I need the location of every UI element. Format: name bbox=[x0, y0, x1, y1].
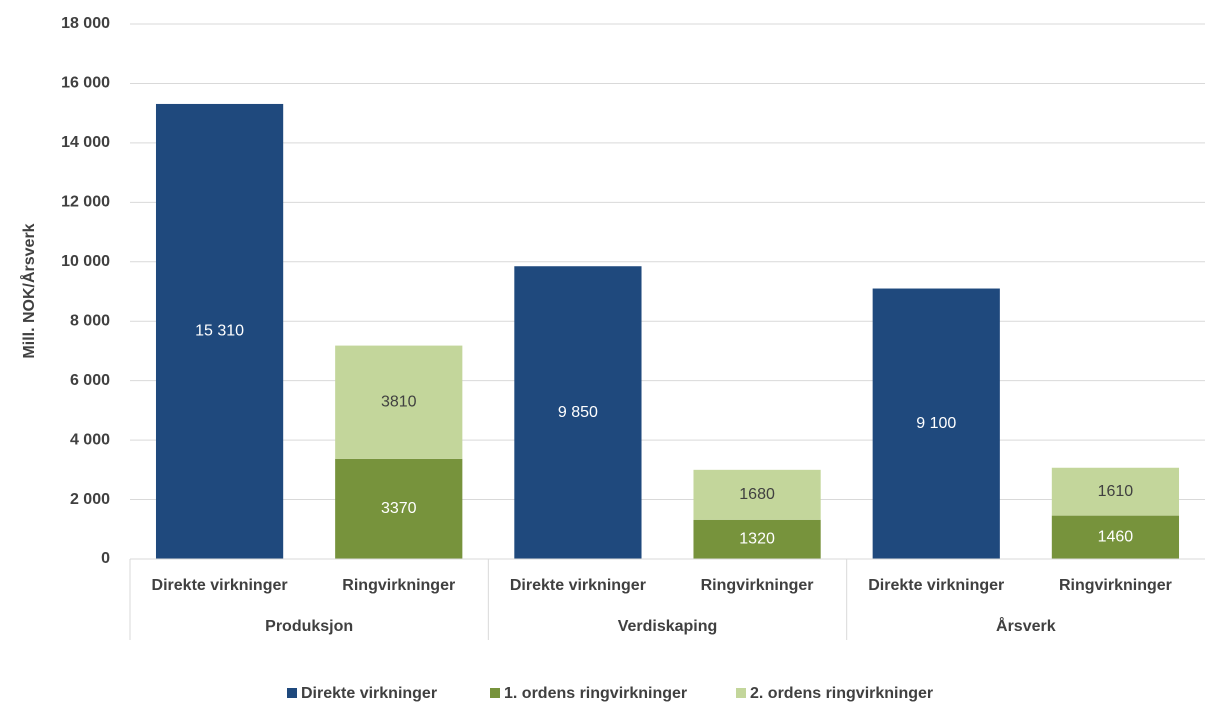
group-label: Verdiskaping bbox=[618, 618, 718, 635]
data-label: 9 850 bbox=[558, 404, 598, 421]
bar-segment bbox=[335, 345, 463, 459]
data-label: 1460 bbox=[1098, 529, 1134, 546]
data-label: 1320 bbox=[739, 531, 775, 548]
x-tick-label: Direkte virkninger bbox=[868, 577, 1004, 594]
x-tick-label: Direkte virkninger bbox=[152, 577, 288, 594]
bar-segment bbox=[514, 266, 642, 559]
group-label: Produksjon bbox=[265, 618, 353, 635]
bar-segment bbox=[872, 288, 1000, 559]
y-tick-label: 10 000 bbox=[61, 253, 110, 270]
legend-label: 2. ordens ringvirkninger bbox=[750, 685, 933, 702]
legend-label: Direkte virkninger bbox=[301, 685, 437, 702]
data-label: 1610 bbox=[1098, 483, 1134, 500]
y-tick-label: 18 000 bbox=[61, 15, 110, 32]
y-tick-label: 14 000 bbox=[61, 134, 110, 151]
x-tick-label: Ringvirkninger bbox=[1059, 577, 1172, 594]
x-tick-label: Ringvirkninger bbox=[342, 577, 455, 594]
bar-segment bbox=[155, 103, 284, 560]
bar-segment bbox=[335, 458, 463, 559]
bar-segment bbox=[1051, 467, 1180, 516]
bar-segment bbox=[1051, 515, 1180, 559]
data-label: 3810 bbox=[381, 393, 417, 410]
bar-segment bbox=[693, 519, 821, 559]
legend-swatch bbox=[490, 688, 500, 698]
data-label: 9 100 bbox=[916, 415, 956, 432]
y-tick-label: 4 000 bbox=[70, 431, 110, 448]
group-label: Årsverk bbox=[996, 616, 1056, 635]
data-label: 3370 bbox=[381, 500, 417, 517]
y-tick-label: 0 bbox=[101, 550, 110, 567]
y-tick-label: 12 000 bbox=[61, 194, 110, 211]
data-label: 15 310 bbox=[195, 323, 244, 340]
y-tick-label: 2 000 bbox=[70, 491, 110, 508]
data-label: 1680 bbox=[739, 486, 775, 503]
x-tick-label: Ringvirkninger bbox=[701, 577, 814, 594]
x-tick-label: Direkte virkninger bbox=[510, 577, 646, 594]
y-axis-label: Mill. NOK/Årsverk bbox=[19, 223, 38, 358]
legend-swatch bbox=[736, 688, 746, 698]
y-tick-label: 16 000 bbox=[61, 75, 110, 92]
y-tick-label: 6 000 bbox=[70, 372, 110, 389]
legend-label: 1. ordens ringvirkninger bbox=[504, 685, 687, 702]
bar-segment bbox=[693, 469, 821, 520]
y-tick-label: 8 000 bbox=[70, 312, 110, 329]
legend-swatch bbox=[287, 688, 297, 698]
